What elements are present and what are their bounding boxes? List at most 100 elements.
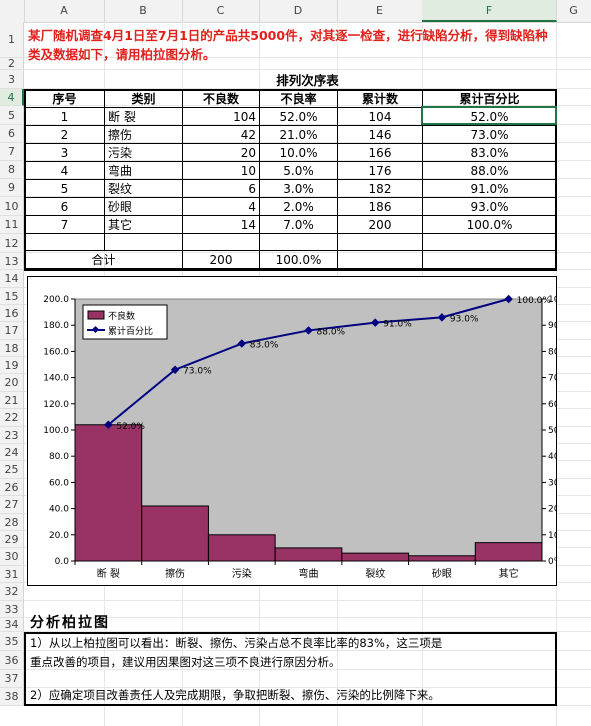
cell[interactable]: 186 <box>337 197 423 216</box>
column-header-c[interactable]: C <box>182 0 260 22</box>
row-header-37[interactable]: 37 <box>0 670 24 688</box>
row-header-33[interactable]: 33 <box>0 601 24 618</box>
cell[interactable]: 42 <box>182 125 260 144</box>
cell[interactable]: 3.0% <box>259 179 338 198</box>
cell[interactable]: 5 <box>24 179 105 198</box>
cell[interactable]: 5.0% <box>259 161 338 180</box>
column-header-a[interactable]: A <box>24 0 105 22</box>
row-header-12[interactable]: 12 <box>0 234 24 253</box>
row-header-25[interactable]: 25 <box>0 461 24 479</box>
row-header-11[interactable]: 11 <box>0 216 24 234</box>
row-header-19[interactable]: 19 <box>0 357 24 374</box>
row-header-3[interactable]: 3 <box>0 70 24 89</box>
header-cell[interactable]: 累计百分比 <box>422 89 557 108</box>
cell[interactable]: 6 <box>24 197 105 216</box>
intro-text[interactable]: 某厂随机调查4月1日至7月1日的产品共5000件，对其逐一检查，进行缺陷分析，得… <box>28 28 548 62</box>
row-header-27[interactable]: 27 <box>0 496 24 514</box>
cell[interactable]: 104 <box>182 107 260 126</box>
row-header-31[interactable]: 31 <box>0 566 24 583</box>
cell[interactable] <box>182 233 260 251</box>
cell[interactable]: 6 <box>182 179 260 198</box>
cell[interactable] <box>422 250 557 269</box>
table-title[interactable]: 排列次序表 <box>276 73 339 88</box>
row-header-30[interactable]: 30 <box>0 548 24 566</box>
cell[interactable] <box>24 233 105 251</box>
row-header-7[interactable]: 7 <box>0 143 24 161</box>
cell[interactable]: 10 <box>182 161 260 180</box>
row-header-24[interactable]: 24 <box>0 444 24 461</box>
row-header-10[interactable]: 10 <box>0 197 24 216</box>
header-cell[interactable]: 不良数 <box>182 89 260 108</box>
cell[interactable]: 砂眼 <box>104 197 183 216</box>
row-header-36[interactable]: 36 <box>0 651 24 670</box>
header-cell[interactable]: 不良率 <box>259 89 338 108</box>
cell[interactable]: 4 <box>182 197 260 216</box>
cell[interactable] <box>337 233 423 251</box>
select-all-corner[interactable] <box>0 0 25 22</box>
section-title[interactable]: 分析柏拉图 <box>30 615 110 631</box>
cell[interactable]: 166 <box>337 143 423 162</box>
cell[interactable]: 146 <box>337 125 423 144</box>
cell[interactable]: 100.0% <box>422 215 557 234</box>
cell[interactable] <box>259 233 338 251</box>
cell[interactable]: 弯曲 <box>104 161 183 180</box>
cell[interactable] <box>104 233 183 251</box>
cell[interactable]: 其它 <box>104 215 183 234</box>
row-header-6[interactable]: 6 <box>0 125 24 143</box>
cell[interactable]: 污染 <box>104 143 183 162</box>
row-header-14[interactable]: 14 <box>0 270 24 288</box>
row-header-2[interactable]: 2 <box>0 58 24 70</box>
cell[interactable]: 91.0% <box>422 179 557 198</box>
cell[interactable]: 10.0% <box>259 143 338 162</box>
analysis-box[interactable]: 1）从以上柏拉图可以看出：断裂、擦伤、污染占总不良率比率的83%，这三项是 重点… <box>24 632 557 706</box>
row-header-13[interactable]: 13 <box>0 253 24 270</box>
total-rate[interactable]: 100.0% <box>259 250 338 269</box>
row-header-1[interactable]: 1 <box>0 22 24 58</box>
pareto-chart[interactable]: 0.0 20.0 40.0 60.0 80.0 100.0 120.0 140.0 160.0 1… <box>27 276 574 586</box>
column-header-g[interactable]: G <box>556 0 591 22</box>
row-header-38[interactable]: 38 <box>0 688 24 706</box>
cell[interactable]: 断 裂 <box>104 107 183 126</box>
cell[interactable]: 93.0% <box>422 197 557 216</box>
row-header-26[interactable]: 26 <box>0 479 24 496</box>
total-label[interactable]: 合计 <box>24 250 183 269</box>
row-header-21[interactable]: 21 <box>0 392 24 409</box>
cell[interactable]: 14 <box>182 215 260 234</box>
cell[interactable] <box>337 250 423 269</box>
column-header-d[interactable]: D <box>259 0 338 22</box>
cell[interactable]: 2 <box>24 125 105 144</box>
row-header-34[interactable]: 34 <box>0 618 24 632</box>
cell[interactable]: 21.0% <box>259 125 338 144</box>
cell[interactable]: 擦伤 <box>104 125 183 144</box>
row-header-32[interactable]: 32 <box>0 583 24 601</box>
row-header-28[interactable]: 28 <box>0 514 24 531</box>
cell[interactable]: 104 <box>337 107 423 126</box>
row-header-17[interactable]: 17 <box>0 322 24 340</box>
header-cell[interactable]: 类别 <box>104 89 183 108</box>
header-cell[interactable]: 序号 <box>24 89 105 108</box>
column-header-f[interactable]: F <box>422 0 557 22</box>
row-header-8[interactable]: 8 <box>0 161 24 179</box>
cell[interactable]: 52.0% <box>259 107 338 126</box>
cell[interactable]: 182 <box>337 179 423 198</box>
cell[interactable]: 83.0% <box>422 143 557 162</box>
row-header-4[interactable]: 4 <box>0 89 24 106</box>
cell[interactable]: 20 <box>182 143 260 162</box>
total-count[interactable]: 200 <box>182 250 260 269</box>
header-cell[interactable]: 累计数 <box>337 89 423 108</box>
row-header-18[interactable]: 18 <box>0 340 24 357</box>
cell[interactable]: 73.0% <box>422 125 557 144</box>
row-header-20[interactable]: 20 <box>0 374 24 392</box>
cell[interactable]: 7 <box>24 215 105 234</box>
row-header-29[interactable]: 29 <box>0 531 24 548</box>
selected-cell-f4[interactable] <box>421 106 557 125</box>
cell[interactable]: 3 <box>24 143 105 162</box>
cell[interactable]: 裂纹 <box>104 179 183 198</box>
row-header-5[interactable]: 5 <box>0 106 24 125</box>
row-header-9[interactable]: 9 <box>0 179 24 197</box>
row-header-15[interactable]: 15 <box>0 288 24 305</box>
cell[interactable]: 176 <box>337 161 423 180</box>
column-header-b[interactable]: B <box>104 0 183 22</box>
cell[interactable]: 7.0% <box>259 215 338 234</box>
cell[interactable]: 200 <box>337 215 423 234</box>
